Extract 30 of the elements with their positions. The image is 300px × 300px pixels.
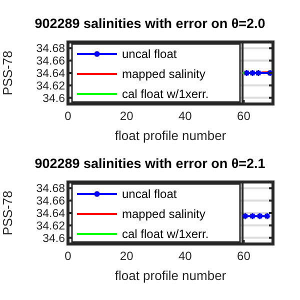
- x-tick-label: 20: [120, 249, 134, 263]
- chart-title: 902289 salinities with error on θ=2.1: [34, 156, 266, 171]
- y-tick-label: 34.64: [36, 68, 66, 80]
- x-tick-label: 60: [237, 109, 251, 123]
- chart-title: 902289 salinities with error on θ=2.0: [34, 16, 266, 31]
- y-tick-label: 34.62: [36, 80, 65, 92]
- y-tick-label: 34.66: [36, 56, 65, 68]
- y-axis-title: PSS-78: [0, 50, 15, 96]
- legend-label: cal float w/1xerr.: [122, 227, 209, 242]
- x-tick-label: 60: [237, 249, 251, 263]
- legend-label: mapped salinity: [122, 67, 206, 82]
- legend-label: mapped salinity: [122, 207, 206, 222]
- y-tick-label: 34.6: [42, 232, 65, 245]
- x-tick-label: 40: [178, 109, 192, 123]
- x-tick-label: 0: [64, 249, 72, 263]
- y-tick-label: 34.62: [36, 220, 65, 232]
- x-axis-title: float profile number: [114, 128, 227, 143]
- y-tick-label: 34.6: [42, 92, 65, 105]
- x-tick-label: 20: [120, 109, 134, 123]
- x-axis-title: float profile number: [114, 268, 227, 283]
- y-tick-label: 34.68: [36, 183, 65, 196]
- x-tick-label: 40: [178, 249, 192, 263]
- legend-label: uncal float: [122, 187, 178, 202]
- y-tick-label: 34.66: [36, 196, 65, 208]
- y-tick-label: 34.68: [36, 43, 65, 56]
- x-tick-label: 0: [64, 109, 72, 123]
- legend-label: cal float w/1xerr.: [122, 87, 209, 102]
- legend-label: uncal float: [122, 47, 178, 62]
- y-tick-label: 34.64: [36, 208, 66, 220]
- y-axis-title: PSS-78: [0, 190, 15, 236]
